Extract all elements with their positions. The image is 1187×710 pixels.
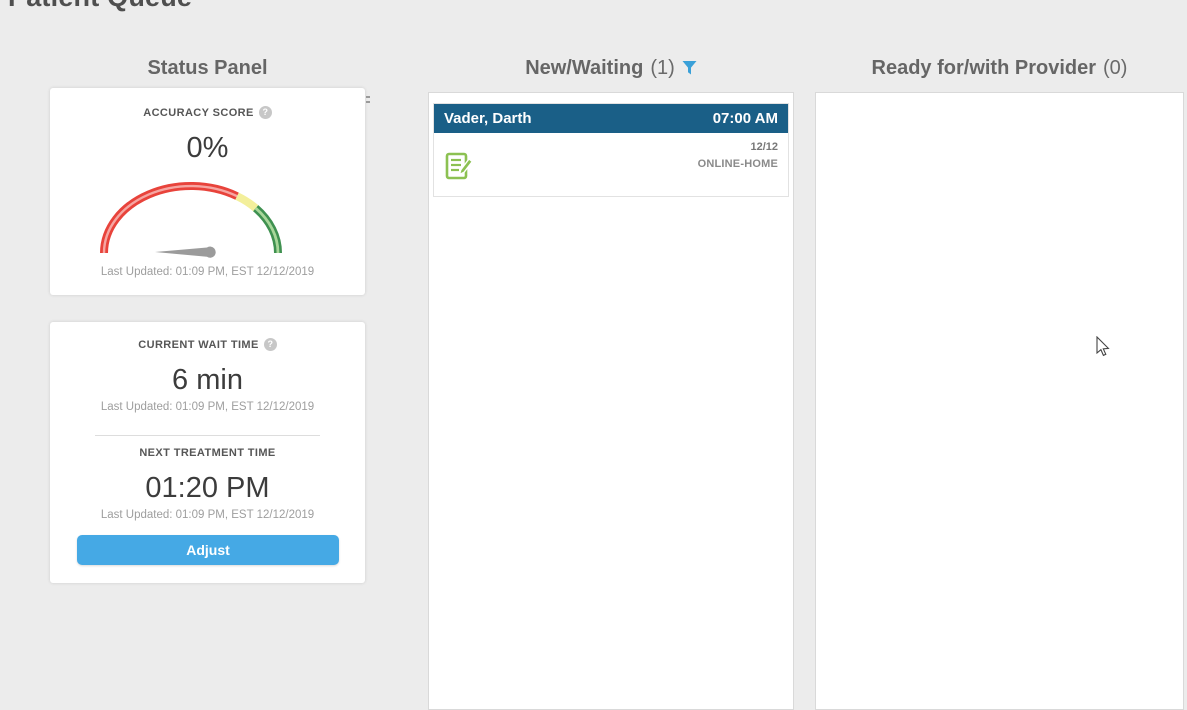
accuracy-gauge [100,182,282,258]
status-panel-header: Status Panel [50,53,365,83]
accuracy-score-label: ACCURACY SCORE ? [50,106,365,119]
current-wait-value: 6 min [172,364,243,396]
page-title: Patient Queue [8,0,192,13]
new-waiting-title: New/Waiting [525,56,644,79]
funnel-icon[interactable] [682,61,697,75]
ready-provider-title: Ready for/with Provider [871,56,1097,79]
accuracy-score-label-text: ACCURACY SCORE [143,106,254,119]
new-waiting-panel: Vader, Darth 07:00 AM 12/12 ONLINE-HOME [428,92,794,710]
patient-card-body: 12/12 ONLINE-HOME [434,133,788,196]
next-treatment-value: 01:20 PM [145,472,270,504]
new-waiting-count: (1) [650,56,675,79]
help-icon[interactable]: ? [263,338,277,351]
current-wait-label-text: CURRENT WAIT TIME [138,338,259,351]
mouse-cursor [1096,335,1112,363]
patient-source: ONLINE-HOME [697,158,778,170]
accuracy-score-card: ACCURACY SCORE ? 0% Last Updated: 01:09 … [50,88,365,295]
treatment-last-updated: Last Updated: 01:09 PM, EST 12/12/2019 [100,509,315,521]
card-divider [95,435,320,436]
patient-date: 12/12 [750,141,778,153]
note-edit-icon[interactable] [444,150,476,187]
patient-card[interactable]: Vader, Darth 07:00 AM 12/12 ONLINE-HOME [433,103,789,197]
accuracy-last-updated: Last Updated: 01:09 PM, EST 12/12/2019 [100,266,315,278]
current-wait-label: CURRENT WAIT TIME ? [50,338,365,351]
adjust-button[interactable]: Adjust [77,535,339,565]
ready-provider-count: (0) [1103,56,1128,79]
ready-provider-panel [815,92,1184,710]
ready-provider-header: Ready for/with Provider (0) [815,53,1184,83]
gauge-needle [155,246,216,258]
help-icon[interactable]: ? [258,106,272,119]
accuracy-score-value: 0% [186,132,229,164]
wait-last-updated: Last Updated: 01:09 PM, EST 12/12/2019 [100,401,315,413]
scroll-indicator [366,96,371,106]
patient-name: Vader, Darth [444,110,532,127]
patient-time: 07:00 AM [712,110,778,127]
wait-time-card: CURRENT WAIT TIME ? 6 min Last Updated: … [50,322,365,583]
patient-card-header: Vader, Darth 07:00 AM [434,104,788,133]
status-panel-title: Status Panel [147,56,268,79]
new-waiting-header: New/Waiting (1) [428,53,794,83]
next-treatment-label: NEXT TREATMENT TIME [139,447,276,459]
